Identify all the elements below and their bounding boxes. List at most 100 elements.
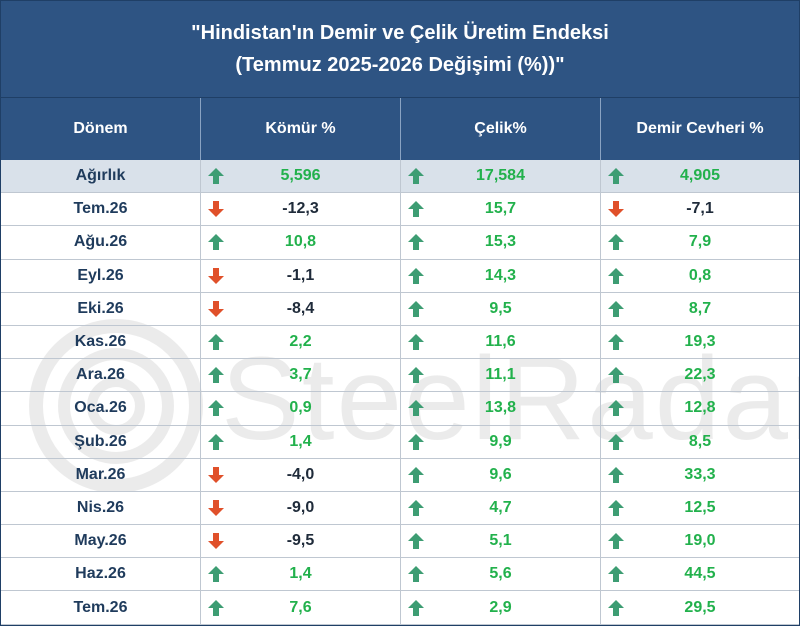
coal-value: -4,0: [286, 465, 315, 483]
arrow-up-icon: [407, 399, 425, 417]
coal-cell: -1,1: [201, 259, 401, 292]
steel-cell: 5,1: [401, 525, 601, 558]
steel-value: 14,3: [484, 266, 517, 284]
period-cell: Eki.26: [1, 292, 201, 325]
coal-cell: 2,2: [201, 325, 401, 359]
period-cell: Eyl.26: [1, 259, 201, 292]
arrow-up-icon: [407, 599, 425, 617]
coal-value: 5,596: [280, 167, 321, 185]
steel-cell: 13,8: [401, 392, 601, 425]
iron-ore-cell: 12,5: [601, 492, 799, 524]
period-cell: Oca.26: [1, 392, 201, 425]
period-cell: Ağırlık: [1, 160, 201, 193]
title-line-2: (Temmuz 2025-2026 Değişimi (%))": [235, 54, 565, 76]
table-row: Nis.26 -9,0 4,7 12,5: [1, 491, 799, 526]
arrow-up-icon: [407, 333, 425, 351]
arrow-up-icon: [607, 233, 625, 251]
steel-value: 11,6: [485, 333, 516, 351]
arrow-up-icon: [207, 167, 225, 185]
steel-value: 5,6: [489, 565, 512, 583]
steel-value: 13,8: [484, 399, 517, 417]
coal-cell: -8,4: [201, 292, 401, 325]
arrow-up-icon: [607, 366, 625, 384]
coal-cell: 3,7: [201, 359, 401, 392]
coal-value: 10,8: [284, 233, 317, 251]
arrow-down-icon: [207, 532, 225, 550]
table-body: Ağırlık 5,596 17,584 4,905 Tem.26 -12,3 15,7 -7…: [1, 160, 799, 625]
steel-cell: 9,9: [401, 425, 601, 458]
iron-ore-value: 7,9: [688, 233, 712, 251]
steel-cell: 9,6: [401, 458, 601, 491]
coal-value: -9,5: [286, 532, 315, 550]
arrow-down-icon: [207, 267, 225, 285]
coal-value: 0,9: [289, 399, 312, 417]
period-cell: Nis.26: [1, 491, 201, 525]
iron-ore-value: 29,5: [684, 598, 716, 616]
table-header: Dönem Kömür % Çelik% Demir Cevheri %: [1, 98, 799, 160]
arrow-up-icon: [607, 267, 625, 285]
iron-ore-cell: 8,5: [601, 426, 799, 458]
coal-value: 1,4: [289, 565, 312, 583]
period-cell: Ara.26: [1, 359, 201, 392]
table-row: Şub.26 1,4 9,9 8,5: [1, 425, 799, 459]
steel-cell: 5,6: [401, 558, 601, 591]
steel-value: 2,9: [489, 598, 512, 616]
iron-ore-value: 33,3: [684, 465, 716, 483]
table-row: Tem.26 7,6 2,9 29,5: [1, 591, 799, 625]
table-row: May.26 -9,5 5,1 19,0: [1, 525, 799, 559]
iron-ore-value: 8,7: [688, 299, 712, 317]
period-cell: May.26: [1, 525, 201, 558]
steel-value: 15,3: [484, 233, 517, 251]
arrow-down-icon: [207, 300, 225, 318]
arrow-up-icon: [607, 399, 625, 417]
table-title: "Hindistan'ın Demir ve Çelik Üretim Ende…: [1, 1, 799, 98]
iron-ore-cell: 19,3: [601, 326, 799, 358]
table-row: Oca.26 0,9 13,8 12,8: [1, 392, 799, 426]
arrow-up-icon: [407, 300, 425, 318]
arrow-up-icon: [207, 366, 225, 384]
steel-value: 17,584: [476, 167, 525, 185]
iron-ore-value: -7,1: [686, 200, 714, 218]
steel-value: 9,9: [489, 432, 512, 450]
arrow-up-icon: [607, 565, 625, 583]
arrow-down-icon: [207, 499, 225, 517]
iron-ore-value: 19,3: [684, 333, 716, 351]
coal-cell: -9,5: [201, 525, 401, 558]
coal-cell: 5,596: [201, 160, 401, 193]
iron-ore-value: 0,8: [688, 266, 712, 284]
coal-cell: -12,3: [201, 193, 401, 226]
arrow-up-icon: [607, 167, 625, 185]
iron-ore-cell: 4,905: [601, 160, 799, 192]
iron-ore-value: 8,5: [688, 432, 712, 450]
header-steel: Çelik%: [401, 98, 601, 160]
arrow-up-icon: [407, 499, 425, 517]
steel-value: 15,7: [484, 200, 517, 218]
coal-cell: 1,4: [201, 558, 401, 591]
table-row: Kas.26 2,2 11,6 19,3: [1, 325, 799, 360]
iron-ore-cell: 8,7: [601, 293, 799, 325]
steel-cell: 14,3: [401, 259, 601, 292]
iron-ore-cell: 33,3: [601, 459, 799, 491]
arrow-up-icon: [407, 200, 425, 218]
period-cell: Kas.26: [1, 325, 201, 359]
arrow-up-icon: [407, 433, 425, 451]
coal-cell: -4,0: [201, 458, 401, 491]
arrow-up-icon: [607, 499, 625, 517]
arrow-up-icon: [407, 366, 425, 384]
arrow-up-icon: [607, 532, 625, 550]
table-row: Mar.26 -4,0 9,6 33,3: [1, 458, 799, 492]
arrow-up-icon: [407, 267, 425, 285]
arrow-up-icon: [407, 532, 425, 550]
iron-ore-value: 22,3: [684, 366, 716, 384]
arrow-down-icon: [207, 200, 225, 218]
iron-ore-value: 12,5: [684, 498, 716, 516]
arrow-up-icon: [607, 433, 625, 451]
arrow-up-icon: [207, 565, 225, 583]
steel-cell: 15,3: [401, 226, 601, 259]
iron-ore-cell: -7,1: [601, 193, 799, 225]
iron-ore-cell: 7,9: [601, 226, 799, 258]
arrow-up-icon: [607, 466, 625, 484]
steel-cell: 4,7: [401, 491, 601, 525]
steel-cell: 11,1: [401, 359, 601, 392]
arrow-up-icon: [207, 233, 225, 251]
